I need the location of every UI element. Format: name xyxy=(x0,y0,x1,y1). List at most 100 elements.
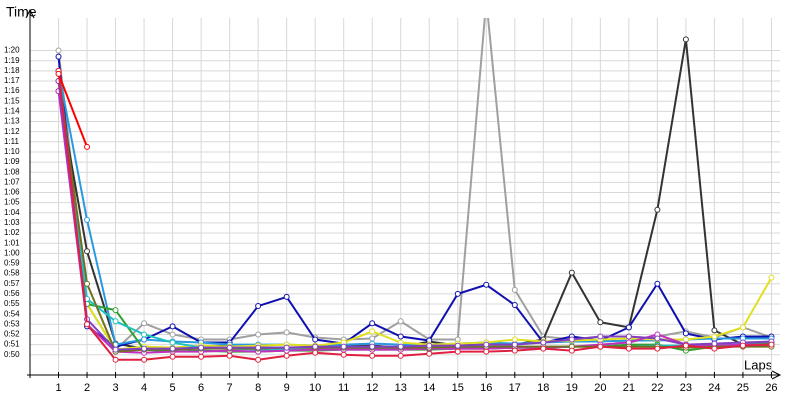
x-tick-label: 16 xyxy=(480,382,492,394)
y-tick-label: 1:08 xyxy=(4,167,20,176)
x-tick-label: 25 xyxy=(737,382,749,394)
y-tick-label: 0:58 xyxy=(4,269,20,278)
data-point xyxy=(682,336,689,343)
y-tick-label: 1:06 xyxy=(4,188,20,197)
data-point xyxy=(739,324,746,331)
data-point xyxy=(112,356,119,363)
data-point xyxy=(454,290,461,297)
y-axis-label: Time xyxy=(6,4,37,20)
data-point xyxy=(169,353,176,360)
data-point xyxy=(454,342,461,349)
data-point xyxy=(711,333,718,340)
data-point xyxy=(369,320,376,327)
data-point xyxy=(511,347,518,354)
data-point xyxy=(568,336,575,343)
data-point xyxy=(255,344,262,351)
data-point xyxy=(682,330,689,337)
data-point xyxy=(597,319,604,326)
data-point xyxy=(84,321,91,328)
data-point xyxy=(312,343,319,350)
data-point xyxy=(340,343,347,350)
data-point xyxy=(682,36,689,43)
data-point xyxy=(226,352,233,359)
y-tick-label: 1:11 xyxy=(4,137,20,146)
data-point xyxy=(511,341,518,348)
x-tick-label: 12 xyxy=(366,382,378,394)
x-tick-label: 26 xyxy=(765,382,777,394)
data-point xyxy=(255,331,262,338)
y-tick-label: 1:14 xyxy=(4,106,20,115)
data-point xyxy=(711,340,718,347)
data-point xyxy=(283,352,290,359)
y-tick-label: 1:10 xyxy=(4,147,20,156)
data-point xyxy=(141,356,148,363)
data-point xyxy=(625,345,632,352)
y-tick-label: 0:51 xyxy=(4,340,20,349)
data-point xyxy=(768,341,775,348)
data-point xyxy=(84,143,91,150)
data-point xyxy=(540,345,547,352)
data-point xyxy=(369,328,376,335)
x-tick-label: 9 xyxy=(284,382,290,394)
x-tick-label: 19 xyxy=(566,382,578,394)
y-tick-label: 0:54 xyxy=(4,309,20,318)
data-point xyxy=(198,353,205,360)
series-line xyxy=(57,56,772,348)
data-point xyxy=(369,343,376,350)
data-point xyxy=(511,302,518,309)
y-tick-label: 1:19 xyxy=(4,56,20,65)
data-point xyxy=(597,333,604,340)
x-tick-label: 6 xyxy=(198,382,204,394)
series-line xyxy=(57,80,772,351)
data-point xyxy=(169,339,176,346)
x-tick-label: 18 xyxy=(537,382,549,394)
x-tick-label: 3 xyxy=(112,382,118,394)
data-point xyxy=(511,286,518,293)
data-point xyxy=(739,342,746,349)
data-point xyxy=(112,346,119,353)
x-tick-label: 24 xyxy=(708,382,720,394)
y-tick-label: 0:56 xyxy=(4,289,20,298)
x-tick-label: 11 xyxy=(338,382,349,394)
data-point xyxy=(112,318,119,325)
x-tick-label: 7 xyxy=(227,382,233,394)
data-point xyxy=(55,53,62,60)
x-axis-label: Laps xyxy=(744,357,773,372)
data-point xyxy=(654,335,661,342)
data-point xyxy=(312,349,319,356)
y-tick-label: 1:18 xyxy=(4,66,20,75)
y-tick-label: 1:00 xyxy=(4,248,20,257)
x-tick-label: 20 xyxy=(594,382,606,394)
y-tick-label: 1:07 xyxy=(4,177,20,186)
series-line xyxy=(57,70,772,347)
data-point xyxy=(397,333,404,340)
data-point xyxy=(255,303,262,310)
y-tick-label: 1:02 xyxy=(4,228,20,237)
data-point xyxy=(426,350,433,357)
y-tick-label: 1:09 xyxy=(4,157,20,166)
data-point xyxy=(682,342,689,349)
data-point xyxy=(283,329,290,336)
y-tick-label: 1:03 xyxy=(4,218,20,227)
x-tick-label: 1 xyxy=(55,382,61,394)
x-tick-label: 21 xyxy=(623,382,635,394)
data-point xyxy=(340,351,347,358)
plot-area xyxy=(55,18,775,363)
y-tick-label: 1:12 xyxy=(4,127,20,136)
data-point xyxy=(397,343,404,350)
x-tick-label: 22 xyxy=(651,382,663,394)
data-point xyxy=(654,345,661,352)
data-point xyxy=(568,347,575,354)
data-point xyxy=(84,248,91,255)
data-point xyxy=(112,307,119,314)
x-axis xyxy=(27,370,782,380)
data-point xyxy=(226,344,233,351)
data-point xyxy=(483,341,490,348)
data-point xyxy=(141,336,148,343)
y-tick-label: 0:50 xyxy=(4,350,20,359)
data-point xyxy=(654,206,661,213)
data-point xyxy=(84,216,91,223)
x-tick-label: 4 xyxy=(141,382,147,394)
data-point xyxy=(169,345,176,352)
